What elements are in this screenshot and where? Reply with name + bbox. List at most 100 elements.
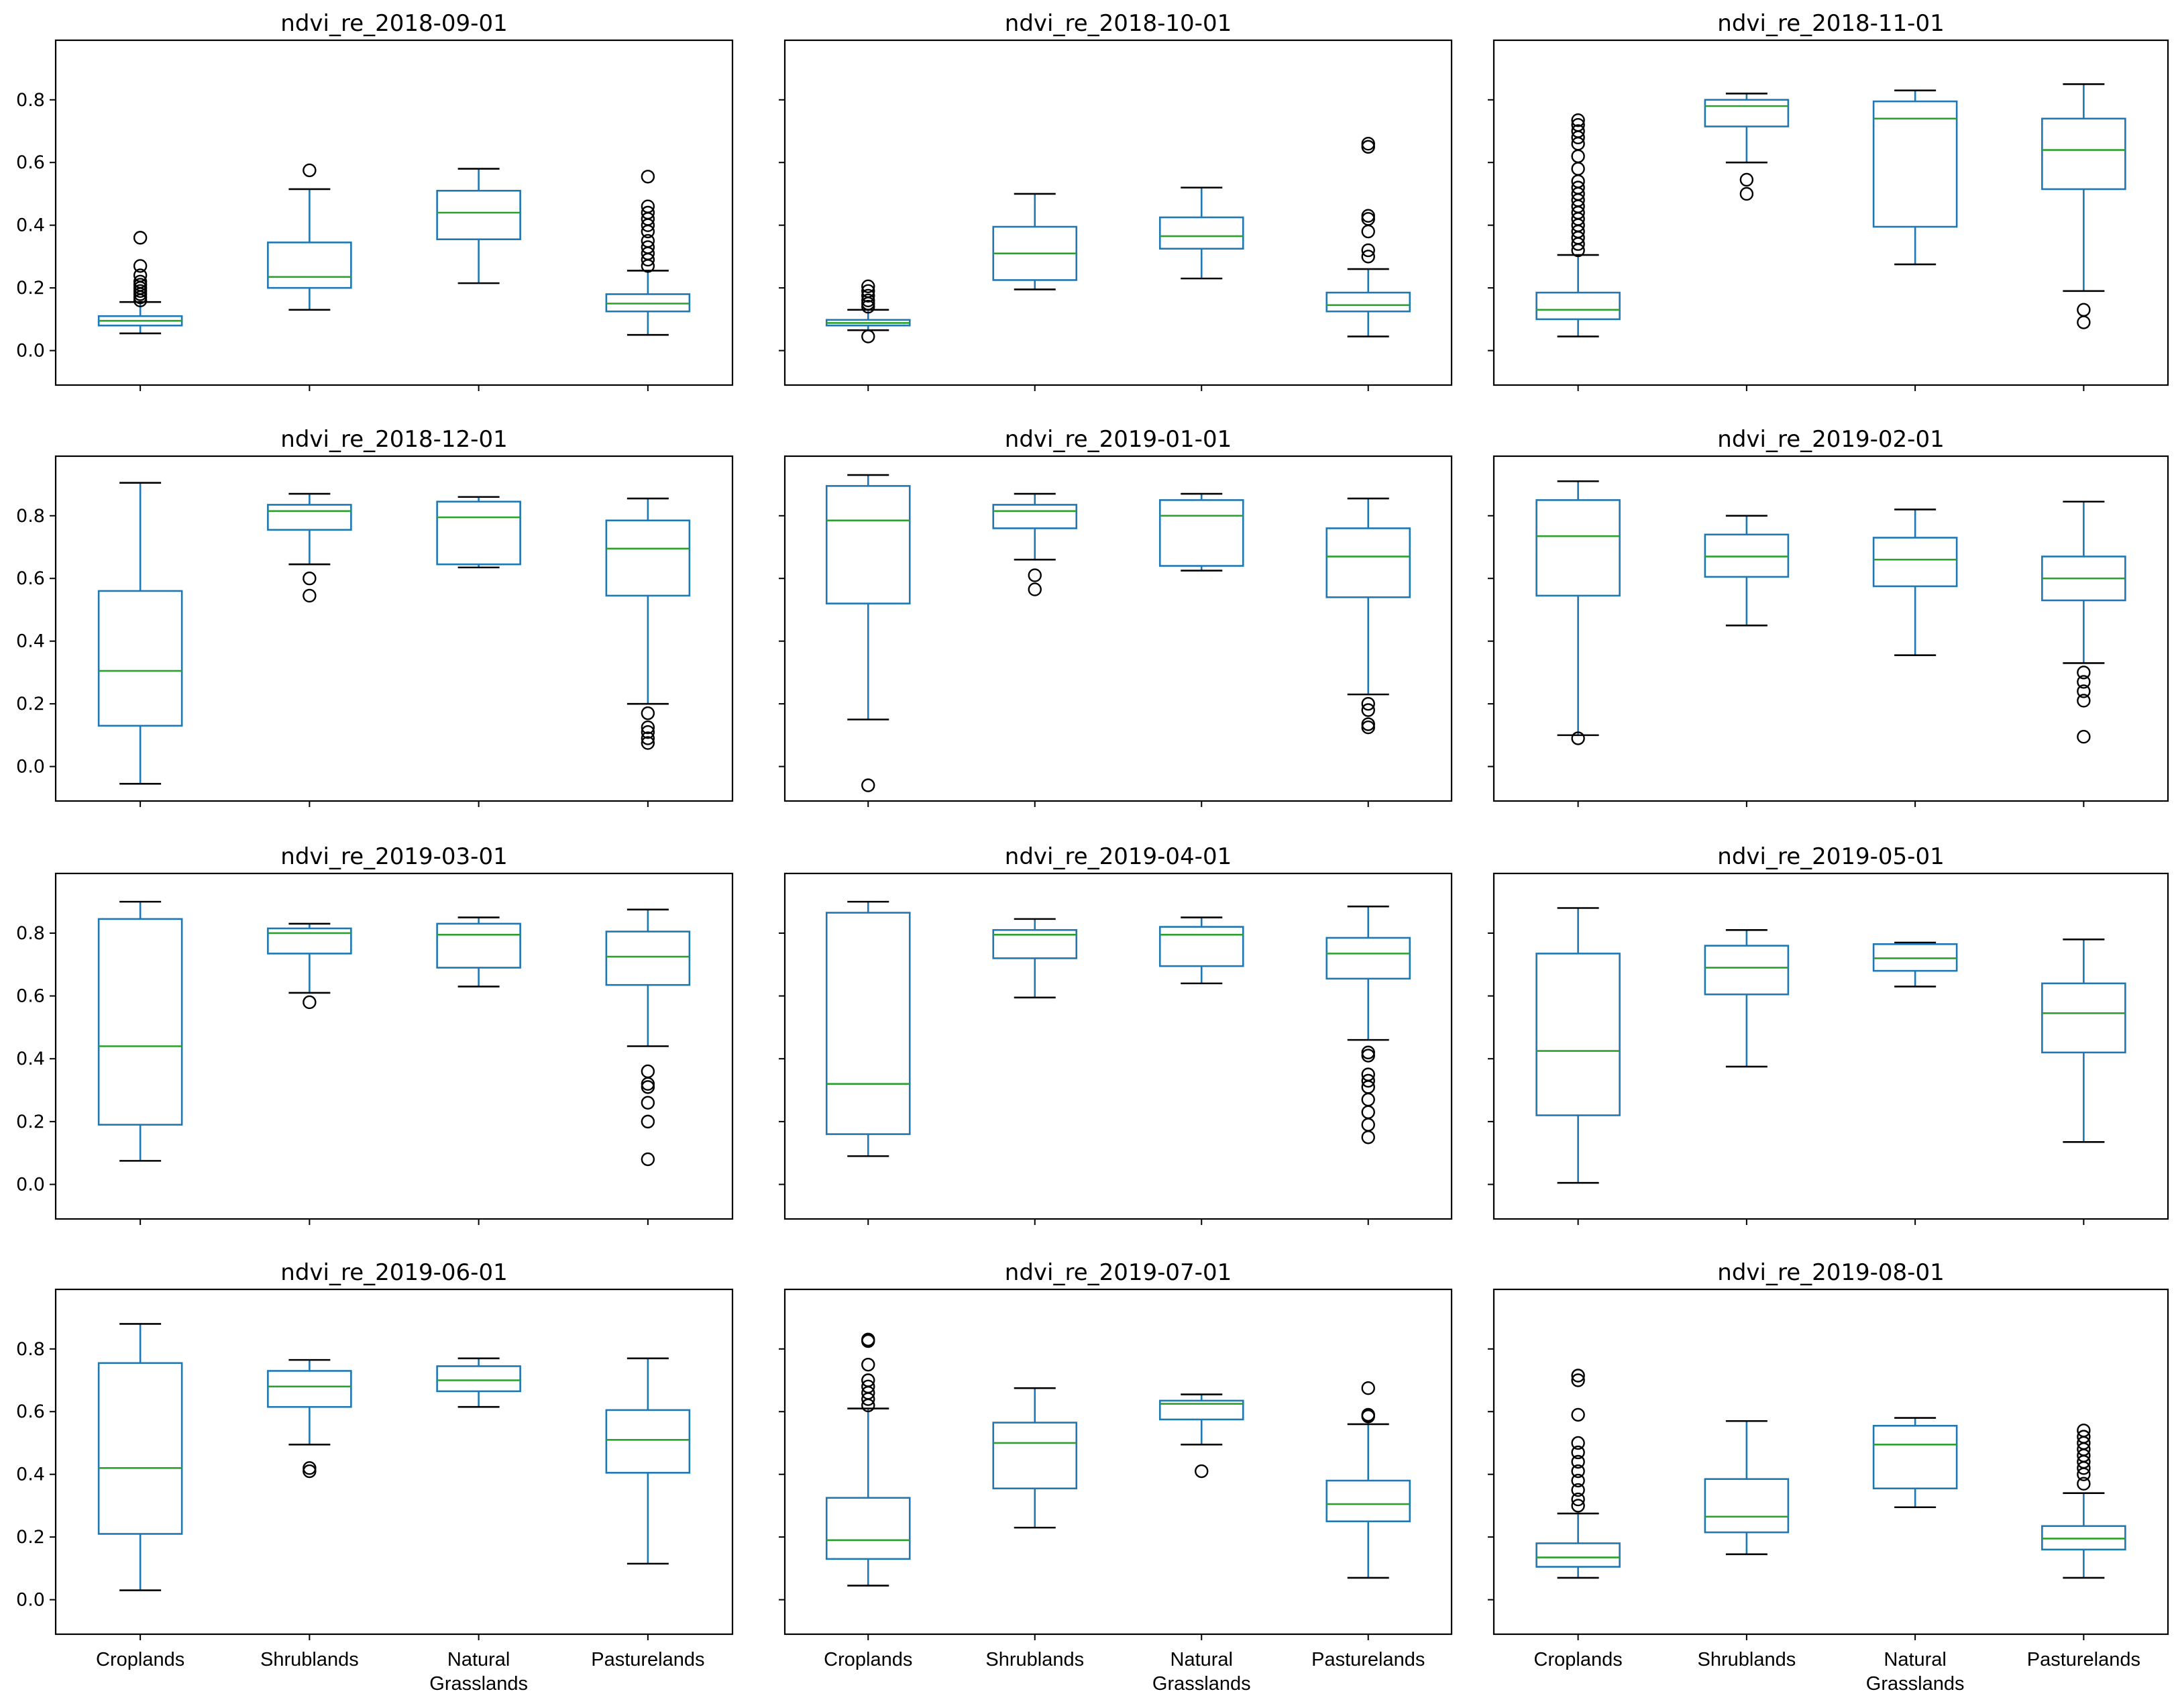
y-tick-label: 0.2	[16, 694, 45, 714]
box-natural-grasslands	[1158, 916, 1244, 985]
box-shrublands	[992, 1387, 1078, 1529]
outlier-point	[1571, 180, 1585, 195]
plot-frame	[1492, 872, 2169, 1220]
plot-frame	[1492, 39, 2169, 386]
subplot-4: ndvi_re_2018-12-01 0.0 0.2 0.4 0.6 0.8	[16, 426, 734, 807]
box-pasturelands	[1325, 905, 1411, 1144]
outlier-point	[1361, 1381, 1375, 1395]
y-tick-label: 0.4	[16, 631, 45, 652]
outlier-point	[1361, 1092, 1375, 1107]
box-iqr	[2041, 982, 2126, 1054]
box-iqr	[1872, 1424, 1958, 1490]
outlier-point	[1028, 568, 1042, 582]
outlier-point	[641, 1152, 655, 1167]
box-iqr	[1704, 99, 1790, 127]
outlier-point	[1571, 162, 1585, 176]
outlier-point	[1571, 1445, 1585, 1460]
subplot-title: ndvi_re_2019-07-01	[1005, 1259, 1232, 1286]
outlier-point	[2077, 1424, 2091, 1438]
y-tick-label: 0.8	[16, 506, 45, 527]
box-pasturelands	[2041, 1424, 2126, 1579]
box-natural-grasslands	[436, 496, 521, 569]
outlier-point	[1361, 136, 1375, 151]
plot-frame	[54, 872, 734, 1220]
subplot-9: ndvi_re_2019-05-01	[1488, 843, 2169, 1225]
box-iqr	[1535, 1542, 1621, 1568]
x-tick-label: Croplands	[824, 1649, 912, 1670]
box-pasturelands	[1325, 1381, 1411, 1579]
outlier-point	[861, 279, 875, 294]
outlier-point	[1571, 1436, 1585, 1450]
outlier-point	[641, 1096, 655, 1110]
outlier-point	[641, 199, 655, 213]
subplot-title: ndvi_re_2019-08-01	[1717, 1259, 1944, 1286]
outlier-point	[2077, 303, 2091, 317]
box-iqr	[825, 1497, 911, 1560]
box-natural-grasslands	[1872, 509, 1958, 657]
outlier-point	[861, 293, 875, 308]
box-natural-grasslands	[1158, 186, 1244, 280]
box-shrublands	[267, 1358, 352, 1479]
outlier-point	[861, 284, 875, 299]
box-pasturelands	[2041, 939, 2126, 1143]
outlier-point	[1739, 186, 1754, 201]
outlier-point	[1361, 1073, 1375, 1088]
outlier-point	[1571, 1473, 1585, 1488]
outlier-point	[1571, 1492, 1585, 1507]
y-tick-label: 0.0	[16, 1590, 45, 1611]
outlier-point	[641, 233, 655, 248]
box-croplands	[825, 474, 911, 792]
outlier-point	[641, 240, 655, 254]
subplot-title: ndvi_re_2018-09-01	[280, 10, 507, 37]
y-tick-label: 0.6	[16, 568, 45, 589]
box-iqr	[436, 189, 521, 241]
box-natural-grasslands	[1872, 89, 1958, 266]
x-tick-label: Natural Grasslands	[429, 1649, 528, 1695]
box-pasturelands	[605, 497, 691, 750]
box-iqr	[1535, 499, 1621, 597]
y-tick-label: 0.4	[16, 1464, 45, 1485]
y-tick-label: 0.8	[16, 90, 45, 111]
box-croplands	[825, 279, 911, 343]
outlier-point	[2077, 1430, 2091, 1444]
box-iqr	[1325, 1479, 1411, 1523]
subplot-11: ndvi_re_2019-07-01 Croplands Shrublands Nat…	[779, 1259, 1453, 1695]
outlier-point	[133, 268, 148, 282]
box-iqr	[1872, 100, 1958, 228]
y-tick-label: 0.0	[16, 1175, 45, 1195]
outlier-point	[303, 1461, 317, 1475]
x-tick-label: Natural Grasslands	[1866, 1649, 1965, 1695]
outlier-point	[1571, 1369, 1585, 1383]
box-shrublands	[267, 492, 352, 603]
plot-frame	[1492, 1288, 2169, 1636]
x-tick-label: Croplands	[1534, 1649, 1623, 1670]
box-iqr	[992, 504, 1078, 529]
box-croplands	[97, 231, 183, 335]
outlier-point	[303, 588, 317, 603]
box-pasturelands	[1325, 497, 1411, 735]
outlier-point	[2077, 665, 2091, 680]
outlier-point	[303, 572, 317, 586]
outlier-point	[303, 163, 317, 178]
subplot-title: ndvi_re_2018-11-01	[1717, 10, 1944, 37]
box-shrublands	[1704, 515, 1790, 627]
outlier-point	[1571, 1373, 1585, 1387]
box-iqr	[1158, 216, 1244, 250]
box-iqr	[1535, 953, 1621, 1116]
box-pasturelands	[2041, 500, 2126, 744]
x-tick-label: Shrublands	[1698, 1649, 1796, 1670]
x-tick-label: Pasturelands	[1311, 1649, 1425, 1670]
outlier-point	[1195, 1464, 1209, 1479]
y-tick-label: 0.2	[16, 1527, 45, 1548]
box-natural-grasslands	[1872, 941, 1958, 988]
y-tick-label: 0.6	[16, 986, 45, 1007]
y-tick-label: 0.2	[16, 1112, 45, 1132]
outlier-point	[1361, 1130, 1375, 1144]
box-iqr	[1704, 945, 1790, 996]
outlier-point	[1361, 209, 1375, 223]
outlier-point	[2077, 1477, 2091, 1491]
subplot-title: ndvi_re_2018-12-01	[280, 426, 507, 453]
box-croplands	[1535, 1369, 1621, 1579]
plot-frame	[54, 39, 734, 386]
outlier-point	[133, 259, 148, 273]
